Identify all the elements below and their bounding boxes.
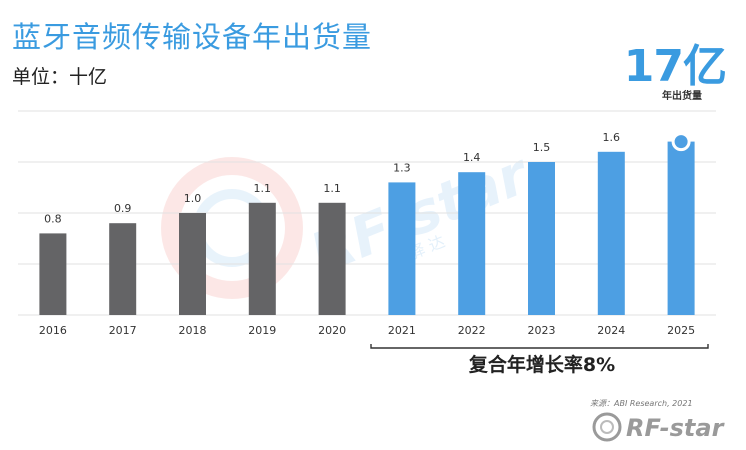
bar-2020: [318, 202, 346, 315]
x-tick-label-2023: 2023: [528, 324, 556, 337]
data-label-2017: 0.9: [114, 202, 132, 215]
x-tick-label-2019: 2019: [248, 324, 276, 337]
data-label-2018: 1.0: [184, 192, 202, 205]
x-tick-label-2025: 2025: [667, 324, 695, 337]
rf-star-logo-text: RF-star: [626, 414, 726, 442]
data-label-2020: 1.1: [323, 182, 341, 195]
unit-label: 单位：十亿: [12, 66, 108, 88]
forecast-bracket: [370, 344, 709, 349]
x-tick-label-2022: 2022: [458, 324, 486, 337]
x-tick-label-2017: 2017: [109, 324, 137, 337]
bar-2022: [458, 172, 486, 315]
bar-2018: [179, 213, 206, 315]
data-label-2022: 1.4: [463, 151, 481, 164]
bar-2017: [109, 223, 137, 315]
data-label-2024: 1.6: [603, 131, 621, 144]
bar-2021: [388, 182, 416, 315]
bar-2023: [528, 162, 555, 315]
bar-2016: [39, 233, 67, 315]
rf-star-logo: RF-star: [592, 412, 726, 442]
data-label-2023: 1.5: [533, 141, 551, 154]
x-tick-label-2018: 2018: [179, 324, 207, 337]
data-label-2019: 1.1: [254, 182, 272, 195]
highlight-dot: [671, 132, 691, 152]
source-note: 来源：ABI Research, 2021: [590, 399, 693, 408]
x-tick-label-2020: 2020: [318, 324, 346, 337]
data-label-2021: 1.3: [393, 161, 411, 174]
bar-2019: [248, 202, 276, 315]
highlight-value: 17亿: [623, 41, 727, 92]
page-title: 蓝牙音频传输设备年出货量: [12, 20, 373, 54]
cagr-annotation: 复合年增长率8%: [468, 354, 616, 376]
data-label-2016: 0.8: [44, 212, 62, 225]
bar-2024: [597, 151, 625, 315]
x-tick-label-2016: 2016: [39, 324, 67, 337]
bar-2025: [667, 141, 695, 315]
x-tick-label-2024: 2024: [597, 324, 625, 337]
x-tick-label-2021: 2021: [388, 324, 416, 337]
highlight-caption: 年出货量: [662, 91, 702, 102]
rf-star-logo-icon: [592, 412, 622, 442]
